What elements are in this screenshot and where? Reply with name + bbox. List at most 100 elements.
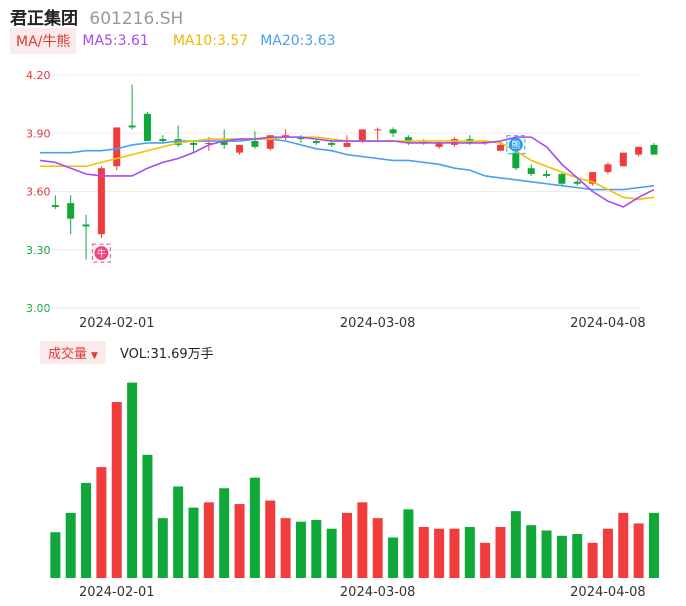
candle-body: [266, 135, 274, 149]
candle: [51, 195, 59, 209]
volume-selector-button[interactable]: 成交量 ▼: [40, 340, 106, 364]
volume-bar: [311, 519, 322, 578]
candle-body: [573, 181, 581, 184]
candle: [82, 214, 90, 260]
volume-bar: [587, 542, 598, 578]
candle: [389, 127, 397, 138]
candle-body: [604, 164, 612, 173]
candle-body: [558, 174, 566, 184]
candle: [374, 127, 382, 142]
volume-bar: [495, 526, 506, 578]
candle: [282, 129, 290, 142]
candle-body: [543, 174, 551, 176]
x-tick-label: 2024-04-08: [570, 316, 646, 331]
price-grid: 3.003.303.603.904.20: [26, 69, 640, 315]
candle-body: [113, 127, 121, 167]
volume-bar: [510, 511, 521, 578]
volume-bar: [464, 526, 475, 578]
volume-bar: [280, 518, 291, 578]
bear-marker-badge: [508, 137, 523, 152]
volume-bar: [526, 525, 537, 578]
x-tick-label: 2024-02-01: [79, 585, 155, 600]
candle: [543, 170, 551, 178]
volume-value: VOL:31.69万手: [119, 346, 214, 362]
volume-label: 成交量: [48, 346, 88, 362]
candle: [589, 172, 597, 186]
candle-body: [220, 141, 228, 145]
candle-body: [512, 152, 520, 169]
candle-body: [328, 142, 336, 145]
candle: [97, 166, 105, 239]
volume-bar: [434, 528, 445, 578]
candle: [635, 146, 643, 157]
volume-bar: [142, 454, 153, 578]
volume-bar: [357, 502, 368, 578]
volume-bar: [326, 528, 337, 578]
volume-bar: [388, 537, 399, 578]
x-tick-label: 2024-03-08: [340, 316, 416, 331]
candle-body: [143, 113, 151, 142]
candle: [573, 179, 581, 186]
y-tick-label: 4.20: [26, 69, 51, 82]
volume-bar: [203, 502, 214, 578]
candle-body: [51, 205, 59, 208]
candle: [650, 142, 658, 155]
volume-bar: [265, 500, 276, 578]
candle-body: [420, 141, 428, 143]
candle: [328, 141, 336, 147]
volume-bar: [81, 482, 92, 578]
volume-bar: [295, 521, 306, 578]
candle-body: [527, 168, 535, 175]
volume-bar: [249, 477, 260, 578]
candle: [420, 139, 428, 145]
price-x-axis-labels: 2024-02-01 2024-03-08 2024-04-08: [79, 316, 646, 331]
candle-body: [251, 141, 259, 147]
volume-bar: [633, 523, 644, 578]
volume-bar: [372, 518, 383, 578]
candle-body: [497, 144, 504, 151]
candle-body: [619, 152, 627, 167]
candle: [190, 141, 197, 153]
bull-marker-label: 牛: [97, 248, 106, 260]
volume-bars: [50, 382, 659, 578]
x-tick-label: 2024-03-08: [340, 585, 416, 600]
candle: [143, 111, 151, 142]
volume-bar: [234, 504, 245, 578]
volume-bar: [556, 535, 567, 578]
volume-bar: [403, 509, 414, 578]
volume-bar: [342, 512, 352, 578]
stock-code: 601216.SH: [89, 9, 184, 29]
volume-indicator-row: 成交量 ▼ VOL:31.69万手: [40, 340, 214, 364]
candle: [251, 131, 259, 149]
stock-header: 君正集团 601216.SH: [10, 4, 183, 29]
candle-body: [128, 125, 136, 128]
volume-bar: [219, 488, 230, 578]
candle-body: [97, 168, 105, 235]
ma20-line: [40, 138, 655, 191]
candle: [450, 137, 458, 147]
candle: [604, 162, 612, 175]
ma-indicator-row: MA/牛熊 MA5:3.61 MA10:3.57 MA20:3.63: [10, 28, 336, 54]
ma-toggle-button[interactable]: MA/牛熊: [10, 28, 77, 54]
candle-body: [174, 139, 182, 145]
volume-bar: [618, 512, 629, 578]
y-tick-label: 3.60: [26, 186, 51, 199]
volume-bar: [188, 507, 199, 578]
candle: [128, 84, 136, 130]
volume-bar: [173, 486, 184, 578]
candles: [51, 84, 658, 260]
bear-marker: 熊: [506, 135, 526, 155]
candle-body: [159, 139, 167, 142]
candle-body: [650, 144, 658, 155]
x-tick-label: 2024-02-01: [79, 316, 155, 331]
candle: [236, 144, 244, 155]
dropdown-arrow-icon: ▼: [91, 350, 98, 361]
candle-body: [374, 129, 382, 131]
stock-name: 君正集团: [10, 9, 78, 29]
ma10-value: MA10:3.57: [172, 33, 249, 49]
volume-bar: [50, 532, 61, 578]
volume-bar: [418, 526, 429, 578]
volume-bar: [65, 512, 76, 578]
candle-body: [435, 142, 443, 147]
